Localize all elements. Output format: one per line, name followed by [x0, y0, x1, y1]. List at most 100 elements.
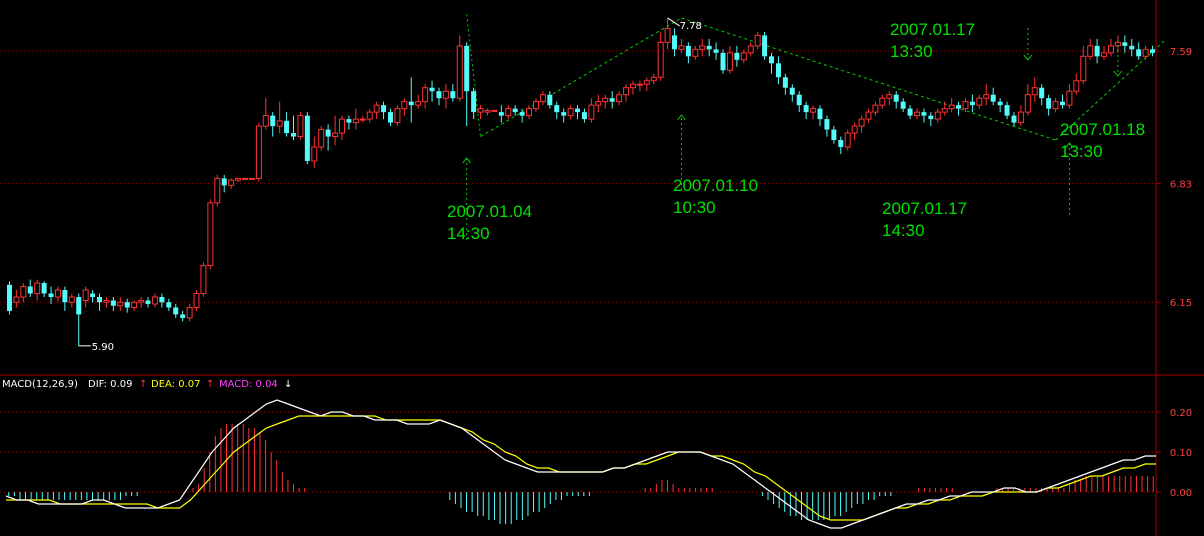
candle-body-up	[477, 108, 484, 113]
candle	[706, 38, 712, 57]
candle-body-down	[159, 297, 165, 303]
candle	[450, 84, 456, 102]
candle	[581, 108, 587, 123]
candle	[387, 108, 393, 127]
candle-body-down	[291, 133, 296, 137]
candle-body-up	[616, 94, 623, 103]
candle-body-up	[262, 115, 269, 127]
annotations: 2007.01.04 14:30 2007.01.10 10:30 2007.01.17…	[447, 20, 1145, 243]
candle-body-up	[623, 87, 630, 96]
candle-body-up	[442, 90, 449, 99]
candle	[1101, 45, 1108, 60]
macd-histogram	[8, 424, 1154, 524]
candle	[1052, 98, 1059, 113]
candle	[456, 35, 463, 102]
candle-body-down	[304, 115, 310, 161]
candle	[983, 84, 990, 106]
candle-body-up	[82, 289, 89, 301]
candle	[976, 94, 983, 109]
candle	[6, 281, 12, 315]
candle-body-down	[124, 302, 130, 308]
candle-body-up	[567, 108, 574, 117]
candle	[838, 136, 844, 154]
candle	[893, 91, 899, 109]
candle	[491, 109, 498, 112]
candle	[173, 303, 179, 318]
candle-body-down	[907, 108, 913, 116]
candle-body-down	[387, 112, 393, 123]
candle	[678, 38, 685, 53]
candle	[235, 177, 242, 182]
candle-body-up	[858, 118, 865, 127]
low-marker-label: 5.90	[92, 342, 114, 353]
candle	[1073, 73, 1080, 95]
candle-body-down	[325, 129, 331, 137]
candle-body-down	[1136, 49, 1142, 57]
candle	[692, 45, 699, 60]
candle-body-up	[297, 115, 304, 138]
candle	[595, 94, 602, 113]
candle-body-up	[505, 108, 512, 117]
candle-body-down	[547, 94, 553, 106]
candle	[186, 303, 193, 322]
candle	[685, 42, 691, 64]
candle-body-down	[990, 94, 996, 102]
dif-value: DIF: 0.09	[88, 379, 132, 390]
dea-line	[6, 415, 1156, 521]
candle-body-up	[415, 101, 422, 106]
candle	[526, 105, 533, 120]
candle-body-up	[332, 132, 339, 138]
candle	[20, 283, 27, 303]
price-markers: 7.78 5.90	[78, 17, 702, 353]
candle-body-up	[1017, 111, 1024, 124]
candle-body-down	[464, 45, 470, 92]
candle-body-up	[1031, 87, 1038, 96]
candle-body-up	[962, 101, 969, 110]
macd-grid	[0, 411, 1156, 493]
candle-body-down	[471, 91, 477, 113]
candle-body-up	[1107, 45, 1114, 54]
candle-body-down	[90, 293, 96, 298]
candle	[332, 115, 339, 146]
dea-value: DEA: 0.07	[151, 379, 201, 390]
candle	[769, 52, 775, 74]
candle-body-up	[151, 296, 158, 305]
candle-body-up	[948, 104, 955, 110]
annotation: 2007.01.18 13:30	[1060, 40, 1145, 161]
candle-body-down	[1122, 42, 1128, 46]
candle-body-up	[664, 27, 671, 43]
candle-body-down	[796, 94, 802, 106]
annotation-label: 2007.01.10	[673, 176, 758, 195]
candle	[373, 101, 380, 120]
candle	[304, 112, 310, 165]
candle-body-up	[1101, 52, 1108, 57]
candle-body-down	[893, 94, 899, 102]
candle-body-up	[934, 111, 941, 120]
candle	[415, 94, 422, 109]
candle-body-up	[13, 296, 20, 303]
candle	[754, 31, 761, 50]
annotation: 2007.01.17 13:30	[890, 20, 1033, 61]
candle-body-down	[27, 286, 33, 294]
candle-body-down	[769, 56, 775, 64]
candle	[151, 293, 158, 308]
candle	[824, 115, 830, 137]
candle	[567, 105, 574, 120]
trend-line	[480, 17, 682, 137]
candle-body-up	[1073, 80, 1080, 92]
candle	[1017, 105, 1024, 127]
candle-body-up	[1066, 90, 1073, 106]
candle-body-down	[685, 45, 691, 57]
candle	[276, 101, 283, 134]
candle	[921, 108, 927, 123]
candle	[1004, 101, 1010, 120]
candle-body-down	[575, 108, 581, 113]
candle	[1094, 38, 1100, 64]
candle	[200, 262, 207, 298]
candle-body-down	[803, 105, 809, 113]
candle	[1142, 45, 1149, 60]
annotation-label: 2007.01.17	[882, 199, 967, 218]
candle-body-up	[68, 296, 75, 303]
candle-body-up	[242, 177, 249, 180]
candle-body-down	[284, 120, 290, 134]
